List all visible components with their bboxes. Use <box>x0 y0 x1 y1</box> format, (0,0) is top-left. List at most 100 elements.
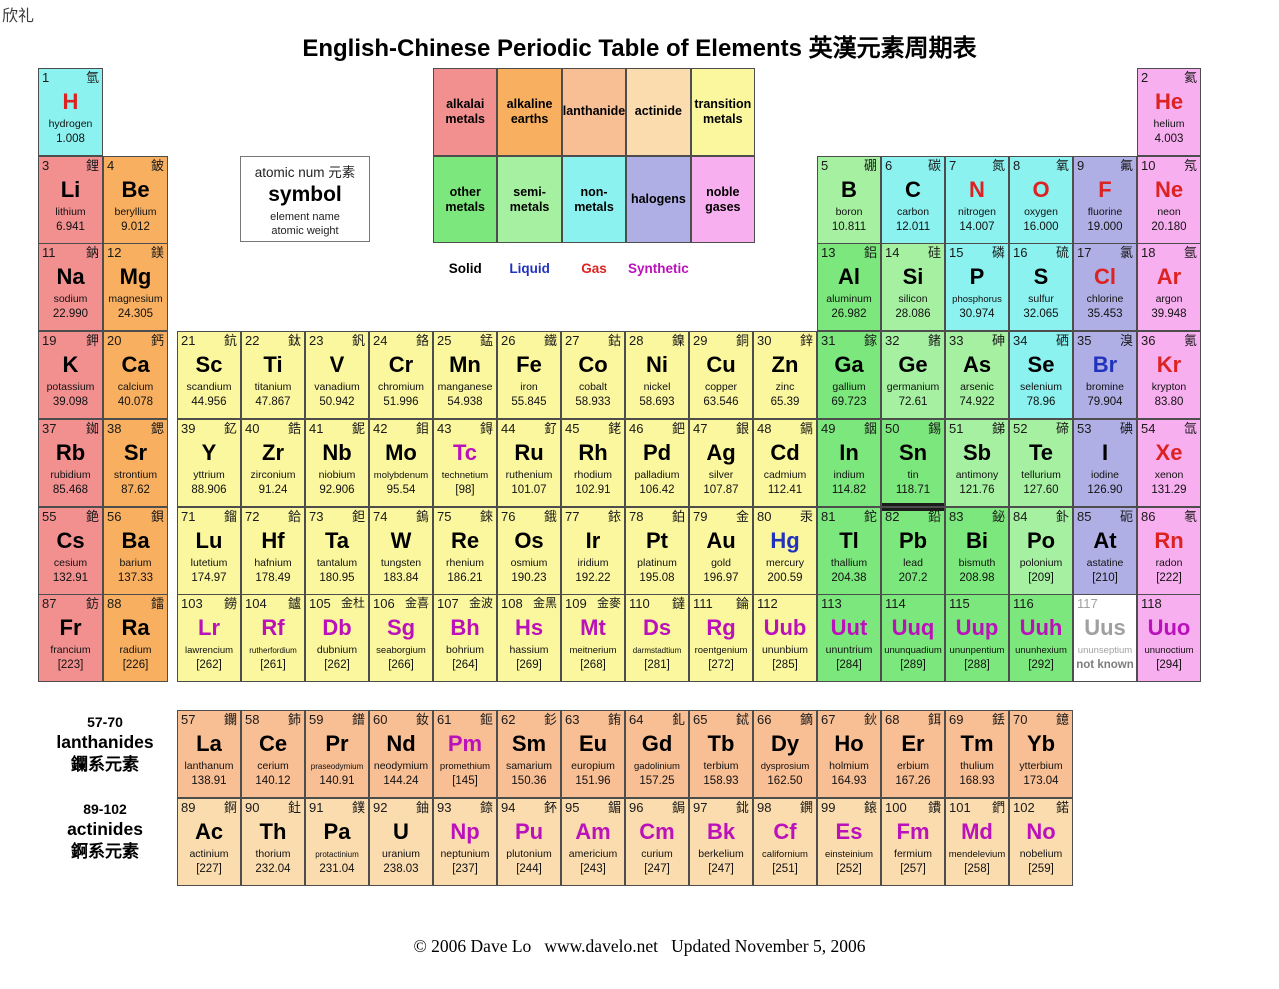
element-cell-header: 30 鋅 <box>754 332 816 350</box>
element-name: cerium <box>257 760 289 772</box>
atomic-number: 98 <box>757 800 772 815</box>
element-symbol: Nb <box>322 440 352 465</box>
element-cell-header: 91 鏷 <box>306 799 368 817</box>
key-atomic-num-label: atomic num 元素 <box>254 165 356 180</box>
chinese-name: 錫 <box>927 421 941 436</box>
element-cell-zr: 40 鋯 Zr zirconium 91.24 <box>241 419 305 507</box>
atomic-weight: 10.811 <box>831 221 867 233</box>
atomic-number: 112 <box>757 596 778 611</box>
atomic-weight: 196.97 <box>703 572 739 584</box>
chinese-name: 鈧 <box>223 333 237 348</box>
atomic-weight: [223] <box>57 659 84 671</box>
chinese-name: 鐿 <box>1055 712 1069 727</box>
chinese-name: 鍩 <box>1055 800 1069 815</box>
atomic-weight: [257] <box>900 863 926 875</box>
element-name: rutherfordium <box>249 646 297 655</box>
element-cell-dy: 66 鏑 Dy dysprosium 162.50 <box>753 710 817 798</box>
chinese-name: 鈀 <box>671 421 685 436</box>
chinese-name: 鎳 <box>671 333 685 348</box>
element-cell-cr: 24 鉻 Cr chromium 51.996 <box>369 331 433 419</box>
chinese-name: 金 <box>735 509 749 524</box>
element-cell-header: 83 鉍 <box>946 508 1008 526</box>
element-cell-bk: 97 鉳 Bk berkelium [247] <box>689 798 753 886</box>
atomic-number: 44 <box>501 421 516 436</box>
element-symbol: Li <box>60 177 81 202</box>
chinese-name: 鋯 <box>287 421 301 436</box>
element-name: sulfur <box>1028 293 1054 305</box>
chinese-name: 鎦 <box>223 509 237 524</box>
element-symbol: Uut <box>830 615 868 640</box>
element-symbol: Tb <box>707 731 735 756</box>
element-symbol: Dy <box>770 731 800 756</box>
chinese-name: 鋁 <box>863 245 877 260</box>
atomic-number: 9 <box>1077 158 1085 173</box>
element-name: fluorine <box>1087 206 1123 218</box>
element-name: iodine <box>1090 469 1120 481</box>
atomic-weight: [259] <box>1028 863 1054 875</box>
element-name: xenon <box>1154 469 1184 481</box>
chinese-name: 鈷 <box>607 333 621 348</box>
element-cell-header: 36 氪 <box>1138 332 1200 350</box>
chinese-name: 硒 <box>1055 333 1069 348</box>
atomic-weight: 4.003 <box>1154 133 1184 145</box>
element-cell-header: 75 錸 <box>434 508 496 526</box>
chinese-name: 氪 <box>1183 333 1197 348</box>
chinese-name: 溴 <box>1119 333 1133 348</box>
element-name: radium <box>119 644 152 656</box>
chinese-name: 鎄 <box>863 800 877 815</box>
element-cell-rn: 86 氡 Rn radon [222] <box>1137 507 1201 595</box>
chinese-name: 氙 <box>1183 421 1197 436</box>
element-cell-pt: 78 鉑 Pt platinum 195.08 <box>625 507 689 595</box>
legend-state-synthetic: Synthetic <box>628 261 689 276</box>
element-name: helium <box>1153 118 1185 130</box>
atomic-weight: [264] <box>452 659 478 671</box>
element-cell-cs: 55 銫 Cs cesium 132.91 <box>38 507 103 595</box>
element-symbol: Te <box>1028 440 1054 465</box>
atomic-number: 101 <box>949 800 971 815</box>
element-symbol: Rg <box>706 615 736 640</box>
atomic-weight: [262] <box>324 659 350 671</box>
element-cell-header: 56 鋇 <box>104 508 167 526</box>
element-symbol: La <box>196 731 222 756</box>
atomic-weight: 207.2 <box>898 572 928 584</box>
chinese-name: 鑪 <box>287 596 301 611</box>
element-cell-te: 52 碲 Te tellurium 127.60 <box>1009 419 1073 507</box>
element-cell-be: 4 鈹 Be beryllium 9.012 <box>103 156 168 244</box>
chinese-name: 鎘 <box>799 421 813 436</box>
element-cell-sb: 51 銻 Sb antimony 121.76 <box>945 419 1009 507</box>
chinese-name: 鈣 <box>150 333 164 348</box>
atomic-weight: [244] <box>516 863 542 875</box>
element-cell-header: 42 鉬 <box>370 420 432 438</box>
element-cell-si: 14 硅 Si silicon 28.086 <box>881 243 945 331</box>
element-name: seaborgium <box>376 645 426 656</box>
element-name: vanadium <box>314 381 360 393</box>
actinides-label: 89-102 actinides 錒系元素 <box>38 800 172 864</box>
element-name: antimony <box>955 469 999 481</box>
element-symbol: Tm <box>960 731 994 756</box>
atomic-number: 111 <box>693 596 713 611</box>
element-cell-header: 113 <box>818 595 880 613</box>
element-name: chlorine <box>1086 293 1124 305</box>
element-cell-re: 75 錸 Re rhenium 186.21 <box>433 507 497 595</box>
element-symbol: Cd <box>770 440 800 465</box>
element-name: molybdenum <box>373 470 429 481</box>
key-element-name-label: element name <box>270 211 340 223</box>
element-cell-header: 60 釹 <box>370 711 432 729</box>
element-name: lead <box>903 557 923 569</box>
atomic-weight: [268] <box>580 659 606 671</box>
element-cell-uub: 112 Uub ununbium [285] <box>753 594 817 682</box>
element-cell-zn: 30 鋅 Zn zinc 65.39 <box>753 331 817 419</box>
element-symbol: Hf <box>261 528 285 553</box>
chinese-name: 鈹 <box>150 158 164 173</box>
atomic-number: 13 <box>821 245 836 260</box>
element-cell-header: 71 鎦 <box>178 508 240 526</box>
lanthanides-name: lanthanides <box>56 732 154 752</box>
element-cell-header: 94 鈈 <box>498 799 560 817</box>
chinese-name: 鏑 <box>799 712 813 727</box>
element-name: gallium <box>832 381 866 393</box>
element-cell-header: 96 鋦 <box>626 799 688 817</box>
element-name: radon <box>1155 557 1183 569</box>
element-cell-po: 84 釙 Po polonium [209] <box>1009 507 1073 595</box>
atomic-weight: 106.42 <box>639 484 675 496</box>
